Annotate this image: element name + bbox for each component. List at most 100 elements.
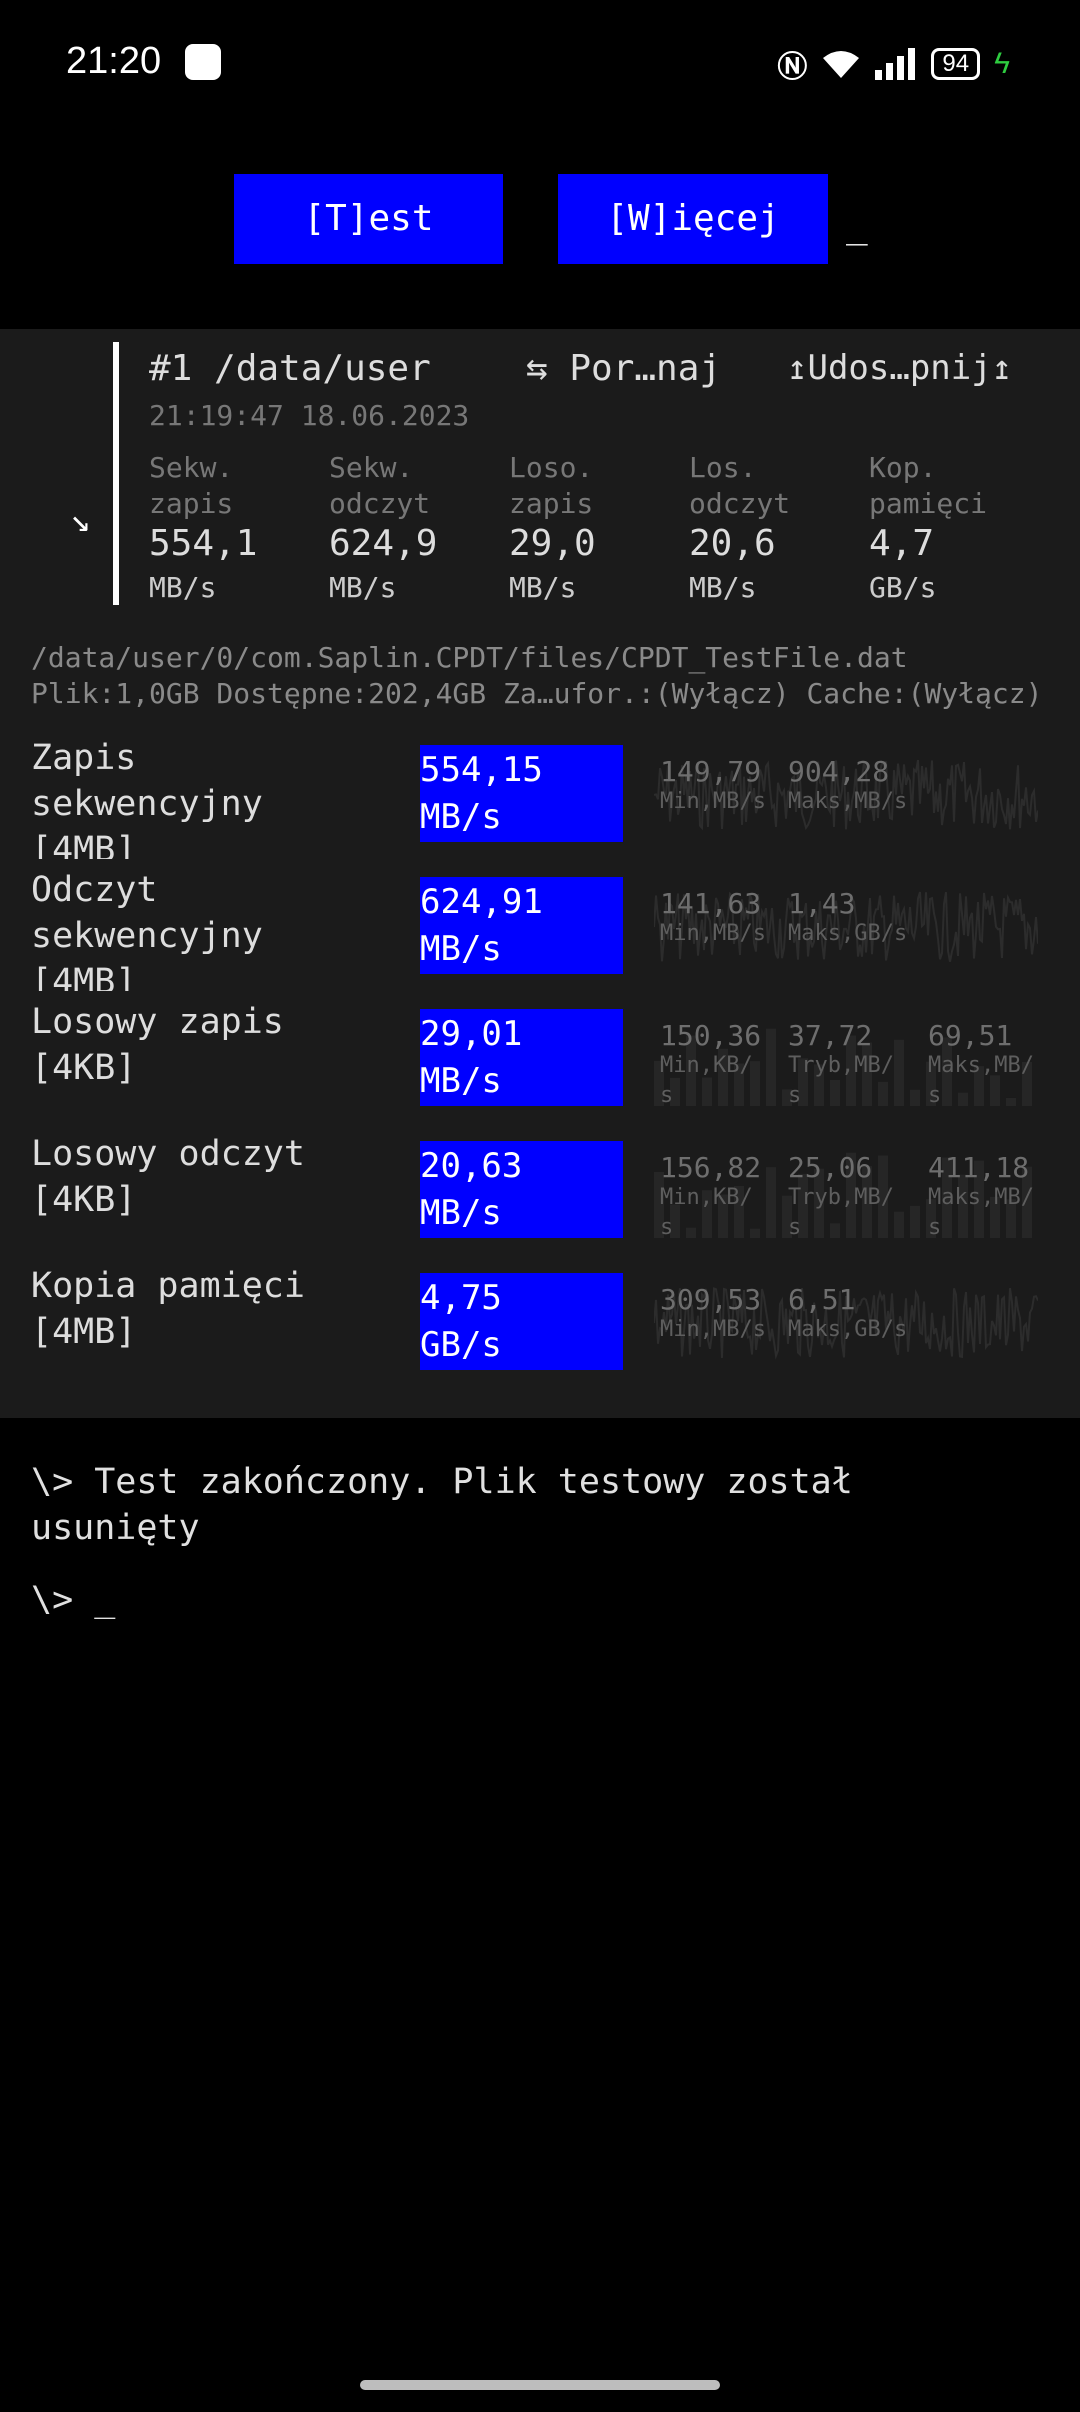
signal-icon (875, 48, 916, 80)
stat-label: Maks,MB/s (788, 789, 908, 814)
sparkline-bar (734, 1186, 744, 1238)
sparkline-bar (990, 1196, 1000, 1238)
stat-value: 141,63 (660, 887, 762, 920)
compare-button[interactable]: ⇆ Por…naj (526, 348, 722, 389)
stat-label: Min,MB/s (660, 921, 766, 946)
summary-label: zapis (509, 487, 594, 520)
sparkline-bar (798, 1173, 808, 1238)
expand-icon[interactable]: ↘ (70, 500, 91, 540)
result-timestamp: 21:19:47 18.06.2023 (149, 399, 470, 432)
test-stat: 6,51 Maks,GB/s (788, 1285, 907, 1345)
stat-value: 149,79 (660, 755, 762, 788)
stat-value: 1,43 (788, 887, 856, 920)
summary-unit: MB/s (509, 571, 577, 604)
test-name-line: [4MB] (31, 830, 137, 859)
summary-unit: MB/s (149, 571, 217, 604)
test-stat: 156,82 Min,KB/ s (660, 1153, 761, 1243)
more-button[interactable]: [W]ięcej (558, 174, 828, 264)
console-line: \> Test zakończony. Plik testowy został (31, 1462, 853, 1502)
home-indicator[interactable] (360, 2380, 720, 2390)
test-value: 4,75 (420, 1278, 502, 1318)
stat-label: s (928, 1215, 942, 1240)
sparkline-bar (1006, 1199, 1016, 1238)
test-name-line: sekwencyjny (31, 784, 263, 824)
test-stat: 25,06 Tryb,MB/ s (788, 1153, 894, 1243)
test-button[interactable]: [T]est (234, 174, 503, 264)
sparkline-bar (942, 1037, 952, 1106)
summary-label: Kop. (869, 451, 937, 484)
summary-value: 624,9 (329, 523, 438, 564)
charging-icon: ϟ (994, 47, 1010, 80)
console-line: usunięty (31, 1508, 200, 1548)
test-stat: 149,79 Min,MB/s (660, 757, 766, 817)
share-button[interactable]: ↥Udos…pnij↥ (787, 348, 1013, 388)
test-name-line: [4KB] (31, 1048, 137, 1088)
cursor: _ (846, 205, 868, 246)
stat-label: Min,KB/ (660, 1053, 753, 1078)
test-result-box: 20,63 MB/s (420, 1141, 623, 1238)
test-sparkline (654, 759, 1038, 831)
stat-label: Min,MB/s (660, 789, 766, 814)
test-name-line: Losowy odczyt (31, 1134, 305, 1174)
test-sparkline (654, 1028, 1032, 1106)
test-stat: 37,72 Tryb,MB/ s (788, 1021, 894, 1111)
wifi-icon (823, 51, 860, 78)
stat-value: 37,72 (788, 1019, 873, 1052)
test-unit: MB/s (420, 797, 502, 837)
sparkline-bar (686, 1035, 696, 1106)
stat-label: s (788, 1215, 802, 1240)
sparkline-line (654, 891, 1038, 962)
test-name: Losowy odczyt [4KB] (31, 1131, 305, 1255)
stat-label: s (660, 1215, 674, 1240)
test-stat: 411,18 Maks,MB/ s (928, 1153, 1034, 1243)
sparkline-bar (782, 1195, 792, 1238)
sparkline-bar (1022, 1061, 1032, 1106)
test-value: 29,01 (420, 1014, 523, 1054)
summary-label: odczyt (689, 487, 791, 520)
sparkline-bar (750, 1061, 760, 1106)
status-icons: Ⓝ 94 ϟ (777, 42, 1010, 86)
sparkline-bar (702, 1190, 712, 1238)
console-prompt[interactable]: \> _ (31, 1580, 116, 1620)
summary-label: pamięci (869, 487, 988, 520)
sparkline-bar (718, 1194, 728, 1238)
sparkline-line (654, 759, 1038, 831)
stat-value: 904,28 (788, 755, 890, 788)
stat-label: s (788, 1083, 802, 1108)
sparkline-bar (766, 1028, 776, 1106)
stat-value: 411,18 (928, 1151, 1030, 1184)
test-stat: 1,43 Maks,GB/s (788, 889, 907, 949)
sparkline-bar (958, 1092, 968, 1106)
file-info[interactable]: Plik:1,0GB Dostępne:202,4GB Za…ufor.:(Wy… (31, 677, 1043, 710)
test-unit: MB/s (420, 929, 502, 969)
stat-label: Maks,MB/ (928, 1185, 1034, 1210)
stat-value: 150,36 (660, 1019, 762, 1052)
test-unit: GB/s (420, 1325, 502, 1365)
sparkline-bar (958, 1174, 968, 1238)
summary-unit: MB/s (329, 571, 397, 604)
test-name-line: Odczyt (31, 870, 158, 910)
test-name-line: sekwencyjny (31, 916, 263, 956)
summary-column: Loso. zapis (509, 450, 593, 522)
sparkline-bar (830, 1223, 840, 1238)
test-value: 554,15 (420, 750, 543, 790)
test-name: Zapis sekwencyjny [4MB] (31, 735, 263, 859)
sparkline-bar (974, 1066, 984, 1106)
test-name-line: Kopia pamięci (31, 1266, 305, 1306)
stat-value: 25,06 (788, 1151, 873, 1184)
summary-label: Loso. (509, 451, 594, 484)
sparkline-bar (974, 1160, 984, 1238)
summary-label: Sekw. (329, 451, 414, 484)
summary-column: Sekw. zapis (149, 450, 233, 522)
sparkline-bar (846, 1035, 856, 1106)
test-name-line: [4MB] (31, 962, 137, 991)
summary-unit: MB/s (689, 571, 757, 604)
result-title: #1 /data/user (149, 348, 431, 389)
sparkline-bar (830, 1080, 840, 1106)
test-unit: MB/s (420, 1061, 502, 1101)
test-sparkline (654, 891, 1038, 962)
sparkline-bar (926, 1199, 936, 1238)
stat-label: Maks,MB/ (928, 1053, 1034, 1078)
test-sparkline (654, 1152, 1032, 1238)
sparkline-bar (654, 1172, 664, 1238)
